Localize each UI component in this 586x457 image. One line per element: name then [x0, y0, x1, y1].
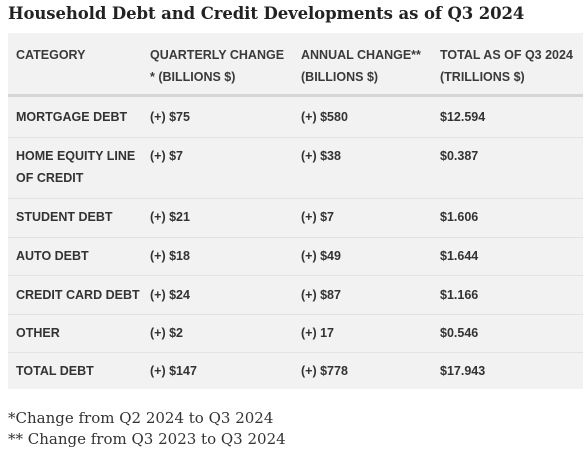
cell-annual: (+) $49 [301, 249, 341, 263]
table-row: CREDIT CARD DEBT (+) $24 (+) $87 $1.166 [8, 276, 583, 314]
cell-annual: (+) $7 [301, 210, 335, 224]
table-row: OTHER (+) $2 (+) 17 $0.546 [8, 315, 583, 352]
cell-quarterly: (+) $21 [150, 210, 190, 224]
cell-category: AUTO DEBT [16, 245, 89, 267]
debt-table: CATEGORY QUARTERLY CHANGE * (BILLIONS $)… [8, 33, 583, 389]
cell-category: CREDIT CARD DEBT [16, 284, 140, 306]
cell-category: TOTAL DEBT [16, 360, 94, 382]
header-total: TOTAL AS OF Q3 2024 (TRILLIONS $) [440, 44, 573, 88]
cell-category: STUDENT DEBT [16, 206, 113, 228]
row-divider [8, 237, 583, 238]
cell-annual: (+) 17 [301, 326, 335, 340]
table-row: AUTO DEBT (+) $18 (+) $49 $1.644 [8, 238, 583, 275]
cell-category-line: TOTAL DEBT [16, 364, 94, 378]
cell-category-line: CREDIT CARD DEBT [16, 288, 140, 302]
cell-quarterly: (+) $2 [150, 326, 184, 340]
page-title: Household Debt and Credit Developments a… [8, 4, 525, 23]
cell-quarterly: (+) $147 [150, 364, 197, 378]
table-row: TOTAL DEBT (+) $147 (+) $778 $17.943 [8, 353, 583, 389]
cell-total: $1.644 [440, 249, 479, 263]
cell-category-line: HOME EQUITY LINE [16, 149, 136, 163]
header-annual-line-1: ANNUAL CHANGE** [301, 48, 421, 62]
table-row: HOME EQUITY LINE OF CREDIT (+) $7 (+) $3… [8, 138, 583, 198]
header-category: CATEGORY [16, 44, 85, 66]
cell-annual: (+) $38 [301, 149, 341, 163]
footnote-quarterly: *Change from Q2 2024 to Q3 2024 [8, 409, 274, 427]
cell-total: $0.546 [440, 326, 479, 340]
header-category-line-1: CATEGORY [16, 48, 86, 62]
cell-quarterly: (+) $24 [150, 288, 190, 302]
cell-total: $0.387 [440, 149, 479, 163]
table-row: MORTGAGE DEBT (+) $75 (+) $580 $12.594 [8, 97, 583, 137]
table-header: CATEGORY QUARTERLY CHANGE * (BILLIONS $)… [8, 33, 583, 94]
cell-total: $1.166 [440, 288, 479, 302]
cell-category-line: STUDENT DEBT [16, 210, 113, 224]
table-row: STUDENT DEBT (+) $21 (+) $7 $1.606 [8, 199, 583, 237]
header-total-line-1: TOTAL AS OF Q3 2024 [440, 48, 573, 62]
cell-quarterly: (+) $7 [150, 149, 184, 163]
row-divider [8, 314, 583, 315]
header-total-line-2: (TRILLIONS $) [440, 70, 525, 84]
cell-total: $17.943 [440, 364, 486, 378]
cell-category: HOME EQUITY LINE OF CREDIT [16, 145, 135, 189]
cell-category-line: OF CREDIT [16, 171, 84, 185]
cell-category: OTHER [16, 322, 60, 344]
row-divider [8, 198, 583, 199]
header-quarterly-change: QUARTERLY CHANGE * (BILLIONS $) [150, 44, 284, 88]
header-annual-line-2: (BILLIONS $) [301, 70, 379, 84]
header-annual-change: ANNUAL CHANGE** (BILLIONS $) [301, 44, 421, 88]
cell-category-line: AUTO DEBT [16, 249, 89, 263]
footnote-annual: ** Change from Q3 2023 to Q3 2024 [8, 430, 286, 448]
header-divider [8, 94, 583, 97]
cell-category-line: OTHER [16, 326, 60, 340]
cell-annual: (+) $580 [301, 110, 348, 124]
cell-total: $1.606 [440, 210, 479, 224]
cell-category-line: MORTGAGE DEBT [16, 110, 128, 124]
cell-category: MORTGAGE DEBT [16, 106, 127, 128]
header-quarterly-line-1: QUARTERLY CHANGE [150, 48, 285, 62]
row-divider [8, 275, 583, 276]
cell-total: $12.594 [440, 110, 486, 124]
header-quarterly-line-2: * (BILLIONS $) [150, 70, 236, 84]
cell-quarterly: (+) $75 [150, 110, 190, 124]
row-divider [8, 352, 583, 353]
row-divider [8, 137, 583, 138]
cell-quarterly: (+) $18 [150, 249, 190, 263]
cell-annual: (+) $87 [301, 288, 341, 302]
cell-annual: (+) $778 [301, 364, 348, 378]
